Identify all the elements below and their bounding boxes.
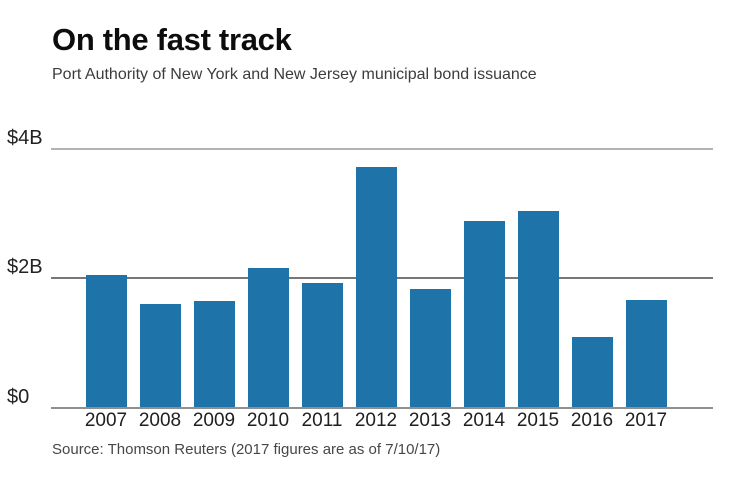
gridline-4b: [51, 147, 713, 150]
bar-2008: [139, 303, 181, 408]
x-axis-tick-2011: 2011: [301, 410, 343, 431]
chart-title: On the fast track: [52, 22, 292, 57]
bar-2014: [463, 221, 505, 408]
x-axis-tick-2015: 2015: [516, 410, 560, 431]
bar-2012: [355, 166, 397, 408]
y-axis-tick-4b: $4B: [7, 126, 43, 149]
chart-subtitle: Port Authority of New York and New Jerse…: [52, 66, 537, 83]
x-axis-tick-2014: 2014: [462, 410, 506, 431]
bar-2017: [625, 300, 667, 408]
x-axis-tick-2017: 2017: [624, 410, 668, 431]
bar-2010: [247, 268, 289, 408]
bar-2009: [193, 301, 235, 408]
bar-2007: [85, 275, 127, 408]
x-axis-tick-2012: 2012: [354, 410, 398, 431]
bar-2013: [409, 289, 451, 408]
bar-2015: [517, 210, 559, 408]
x-axis-tick-2007: 2007: [84, 410, 128, 431]
y-axis-tick-0: $0: [7, 385, 30, 408]
x-axis-tick-2009: 2009: [192, 410, 236, 431]
x-axis-tick-2008: 2008: [138, 410, 182, 431]
x-axis-tick-2010: 2010: [246, 410, 290, 431]
bar-2016: [571, 336, 613, 408]
x-axis-tick-2013: 2013: [408, 410, 452, 431]
y-axis-tick-2b: $2B: [7, 256, 43, 278]
x-axis-tick-2016: 2016: [570, 410, 614, 431]
source-note: Source: Thomson Reuters (2017 figures ar…: [52, 441, 441, 458]
bar-2011: [301, 283, 343, 408]
x-axis-baseline: [51, 406, 713, 409]
